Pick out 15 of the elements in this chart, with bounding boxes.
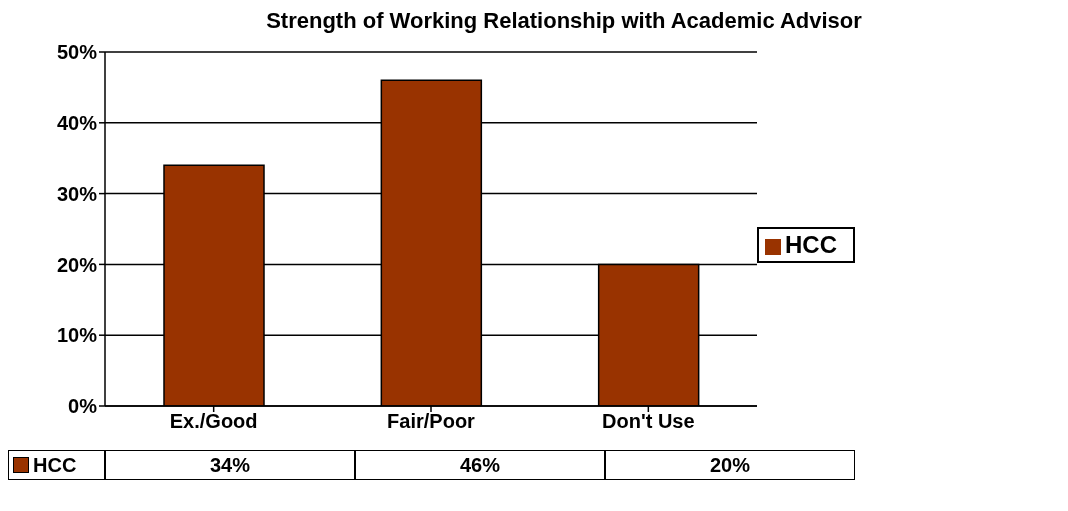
text: HCC: [33, 453, 77, 476]
y-tick-label: 30%: [56, 182, 98, 205]
data-label: 34%: [105, 450, 355, 480]
y-tick-label: 0%: [68, 395, 98, 418]
data-label: 46%: [355, 450, 605, 480]
y-tick-label: 10%: [56, 324, 98, 347]
y-tick-label: 40%: [56, 111, 98, 134]
x-tick-label: Ex./Good: [169, 410, 258, 433]
y-tick-label: 50%: [56, 41, 98, 64]
y-tick-label: 20%: [56, 253, 98, 276]
x-tick-label: Fair/Poor: [387, 410, 476, 433]
data-label: 20%: [605, 450, 855, 480]
chart-title: Strength of Working Relationship with Academic Advisor: [265, 8, 863, 35]
legend-label: HCC: [785, 231, 837, 258]
x-tick-label: Don't Use: [602, 410, 695, 433]
